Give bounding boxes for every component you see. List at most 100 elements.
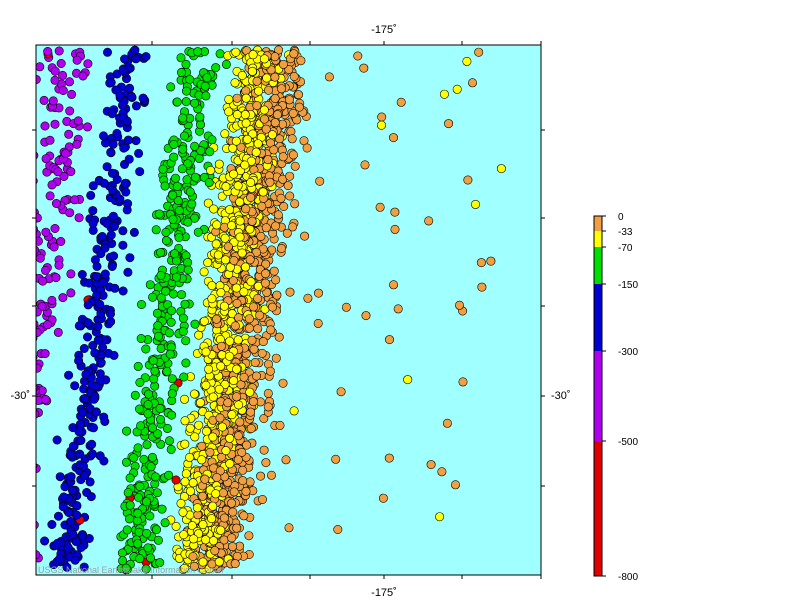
earthquake-marker [195,112,205,122]
earthquake-marker [36,409,40,419]
earthquake-marker [254,86,264,96]
earthquake-marker [229,376,239,386]
earthquake-marker [261,223,271,233]
earthquake-marker [5,557,13,565]
earthquake-marker [152,525,162,535]
earthquake-marker [359,63,369,73]
earthquake-marker [189,389,199,399]
legend-label: -33 [618,227,633,238]
earthquake-marker [313,288,323,298]
earthquake-marker [198,557,208,567]
earthquake-marker [189,561,199,571]
earthquake-marker [221,182,231,192]
earthquake-marker [74,213,84,223]
earthquake-marker [454,300,464,310]
earthquake-marker [137,299,147,309]
earthquake-marker [290,199,300,209]
earthquake-marker [227,533,237,543]
earthquake-marker [235,216,245,226]
earthquake-marker [81,369,91,379]
earthquake-marker [123,488,133,498]
earthquake-marker [48,96,58,106]
earthquake-marker [196,146,206,156]
earthquake-marker [467,78,477,88]
earthquake-marker [403,375,413,385]
earthquake-marker [106,78,116,88]
earthquake-marker [0,507,4,515]
earthquake-marker [178,144,188,154]
earthquake-marker [261,124,271,134]
earthquake-marker [229,255,239,265]
earthquake-marker [8,401,16,409]
earthquake-marker [315,176,325,186]
earthquake-marker [72,501,82,511]
earthquake-marker [225,336,235,346]
earthquake-marker [172,272,182,282]
earthquake-marker [154,331,164,341]
earthquake-marker [56,237,66,247]
earthquake-marker [66,167,76,177]
earthquake-marker [16,456,24,464]
earthquake-marker [2,533,10,541]
earthquake-marker [146,462,156,472]
earthquake-marker [190,319,200,329]
earthquake-marker [313,318,323,328]
bottom-longitude-label: -175˚ [371,587,397,599]
earthquake-marker [75,419,85,429]
earthquake-marker [389,280,399,290]
earthquake-marker [179,131,189,141]
earthquake-marker [4,534,12,542]
earthquake-marker [437,467,447,477]
earthquake-marker [207,135,217,145]
earthquake-marker [23,306,31,314]
earthquake-marker [271,275,281,285]
earthquake-marker [442,418,452,428]
earthquake-marker [211,239,221,249]
earthquake-marker [477,282,487,292]
earthquake-marker [181,59,191,69]
earthquake-marker [84,278,94,288]
earthquake-marker [15,439,23,447]
earthquake-marker [223,242,233,252]
earthquake-marker [260,278,270,288]
earthquake-marker [91,407,101,417]
earthquake-marker [212,314,222,324]
earthquake-marker [118,240,128,250]
earthquake-marker [241,118,251,128]
earthquake-marker [211,63,221,73]
earthquake-marker [139,454,149,464]
earthquake-marker [20,461,28,469]
earthquake-marker [90,348,100,358]
earthquake-marker [0,364,6,372]
earthquake-marker [42,320,52,330]
earthquake-marker [180,416,190,426]
earthquake-marker [0,479,8,487]
earthquake-marker [1,486,9,494]
earthquake-marker [125,514,135,524]
earthquake-marker [265,177,275,187]
earthquake-marker [18,374,26,382]
earthquake-marker [7,482,15,490]
earthquake-marker [135,481,145,491]
earthquake-marker [166,82,176,92]
earthquake-marker [13,551,21,559]
earthquake-marker [272,290,282,300]
earthquake-marker [168,190,178,200]
earthquake-marker [88,181,98,191]
earthquake-marker [259,413,269,423]
earthquake-marker [67,89,77,99]
earthquake-marker [476,258,486,268]
earthquake-marker [18,508,26,516]
earthquake-marker [293,90,303,100]
earthquake-marker [54,554,64,564]
earthquake-marker [209,536,219,546]
earthquake-marker [285,171,295,181]
earthquake-marker [287,134,297,144]
earthquake-marker [230,321,240,331]
earthquake-marker [224,94,234,104]
earthquake-marker [26,362,34,370]
earthquake-marker [112,128,122,138]
earthquake-marker [241,262,251,272]
map-ticks [32,41,545,579]
